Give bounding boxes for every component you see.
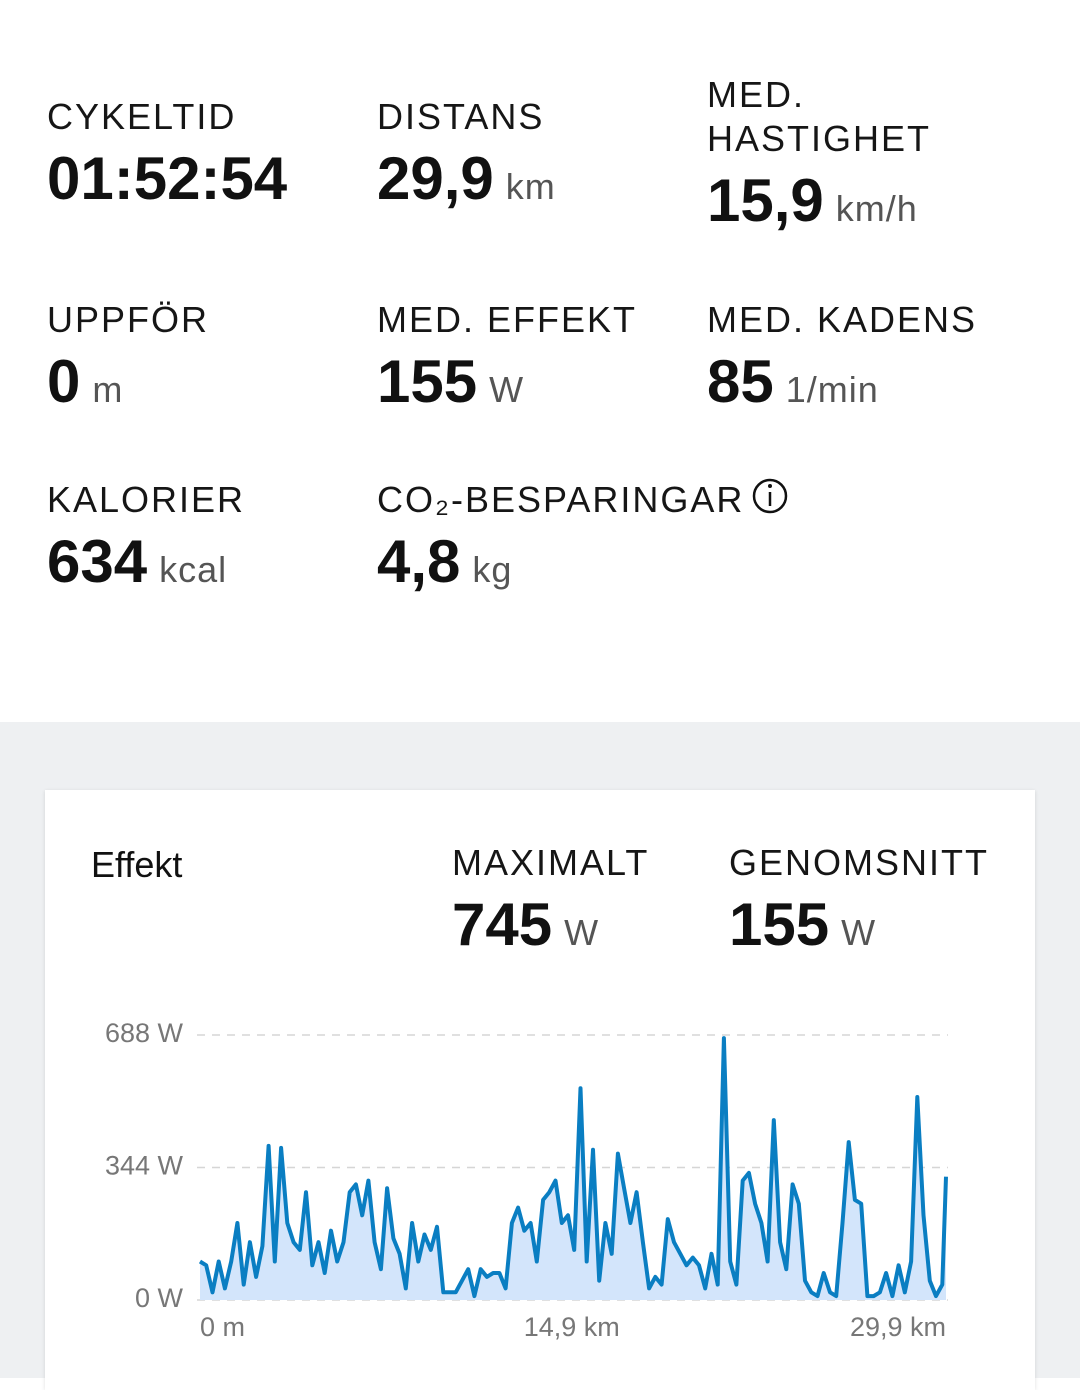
stat-unit: kg (472, 549, 513, 590)
stat-value: 29,9 km (377, 139, 556, 227)
stat: UPPFÖR 0 m (47, 298, 209, 430)
stat: GENOMSNITT 155 W (729, 841, 989, 973)
stat-number: 745 (452, 891, 553, 958)
x-tick-label: 29,9 km (850, 1312, 946, 1342)
stat: MED. HASTIGHET 15,9 km/h (707, 73, 997, 249)
stat-number: 155 (729, 891, 830, 958)
stat-unit: km (505, 166, 556, 207)
stat-value: 634 kcal (47, 522, 245, 610)
stat-unit: W (564, 912, 600, 953)
stat-value: 4,8 kg (377, 522, 744, 610)
stat-number: 634 (47, 528, 148, 595)
stat-value: 85 1/min (707, 342, 977, 430)
line (198, 1036, 948, 1299)
stat-number: 155 (377, 348, 478, 415)
stat-value: 15,9 km/h (707, 161, 997, 249)
stat-label: GENOMSNITT (729, 842, 989, 883)
stat: MED. KADENS 85 1/min (707, 298, 977, 430)
stat-number: 15,9 (707, 167, 824, 234)
stat-unit: kcal (159, 549, 228, 590)
stat: MAXIMALT 745 W (452, 841, 649, 973)
stat-label: MED. KADENS (707, 299, 978, 340)
stat-unit: W (489, 369, 525, 410)
stat-number: 4,8 (377, 528, 461, 595)
stat: CYKELTID 01:52:54 (47, 95, 287, 219)
x-tick-label: 0 m (200, 1312, 245, 1342)
stat-value: 155 W (729, 885, 989, 973)
stat: CO₂-BESPARINGAR 4,8 kg (377, 478, 744, 610)
x-tick-label: 14,9 km (524, 1312, 620, 1342)
stat-label: KALORIER (47, 479, 246, 520)
stat-label: MAXIMALT (452, 842, 650, 883)
stat-unit: 1/min (785, 369, 879, 410)
stat: MED. EFFEKT 155 W (377, 298, 637, 430)
stat-label: MED. HASTIGHET (707, 74, 932, 159)
stat-unit: km/h (835, 188, 918, 229)
chart-title: Effekt (91, 844, 183, 885)
info-icon[interactable] (752, 478, 788, 514)
stat-label: UPPFÖR (47, 299, 210, 340)
stat-label: CO₂-BESPARINGAR (377, 479, 745, 520)
stat: KALORIER 634 kcal (47, 478, 245, 610)
stats-panel: CYKELTID 01:52:54 DISTANS 29,9 km MED. HASTIG… (47, 73, 997, 610)
stat-number: 0 (47, 348, 81, 415)
stat-number: 85 (707, 348, 774, 415)
y-tick-label: 344 W (105, 1151, 184, 1181)
stat-value: 745 W (452, 885, 649, 973)
y-tick-label: 688 W (105, 1018, 184, 1048)
stat-number: 29,9 (377, 145, 494, 212)
stat-label: DISTANS (377, 96, 545, 137)
stat-number: 01:52:54 (47, 145, 288, 212)
area (200, 1038, 946, 1300)
stat-label: MED. EFFEKT (377, 299, 638, 340)
stat: DISTANS 29,9 km (377, 95, 556, 227)
stat-value: 155 W (377, 342, 637, 430)
stat-unit: m (92, 369, 124, 410)
y-tick-label: 0 W (135, 1283, 184, 1313)
stat-unit: W (841, 912, 877, 953)
stat-value: 01:52:54 (47, 139, 287, 219)
stat-label: CYKELTID (47, 96, 237, 137)
